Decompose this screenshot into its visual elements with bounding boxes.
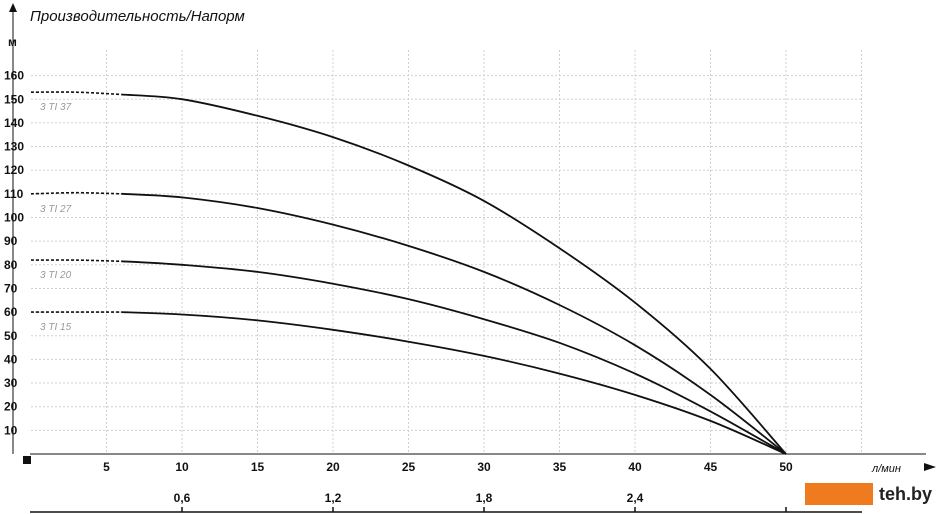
series-curve — [121, 311, 787, 455]
series-curve — [121, 93, 787, 455]
y-tick-label: 10 — [4, 423, 18, 437]
series-label: 3 TI 20 — [40, 270, 72, 281]
y-tick-label: 40 — [4, 352, 18, 366]
series-labels: 3 TI 37 3 TI 27 3 TI 20 3 TI 15 — [40, 102, 72, 333]
y-tick-label: 70 — [4, 281, 18, 295]
tick-labels: 10 20 30 40 50 60 70 80 90 100 110 120 130 140 150 160 5… — [4, 69, 793, 512]
grid — [31, 50, 862, 454]
series-label: 3 TI 37 — [40, 102, 72, 113]
secondary-x-tick-label: 0,6 — [174, 491, 191, 505]
y-tick-label: 160 — [4, 69, 24, 83]
y-tick-label: 110 — [4, 187, 24, 201]
secondary-x-tick-label: 1,8 — [476, 491, 493, 505]
y-tick-label: 120 — [4, 163, 24, 177]
y-axis-unit: м — [8, 35, 17, 49]
series-curve — [121, 192, 787, 455]
y-tick-label: 30 — [4, 376, 18, 390]
series-curve-dashed — [30, 259, 122, 263]
y-tick-label: 130 — [4, 140, 24, 154]
series-curve-dashed — [30, 191, 122, 195]
y-tick-label: 20 — [4, 400, 18, 414]
series-curve — [121, 260, 787, 455]
x-tick-label: 10 — [175, 460, 189, 474]
y-tick-label: 50 — [4, 329, 18, 343]
x-tick-label: 25 — [402, 460, 416, 474]
logo-text: teh.by — [872, 481, 940, 507]
x-tick-label: 20 — [326, 460, 340, 474]
x-tick-label: 40 — [628, 460, 642, 474]
origin-marker — [23, 456, 31, 464]
y-tick-label: 140 — [4, 116, 24, 130]
y-tick-label: 90 — [4, 234, 18, 248]
site-logo: teh.by — [804, 481, 940, 507]
y-tick-label: 60 — [4, 305, 18, 319]
y-tick-label: 80 — [4, 258, 18, 272]
x-tick-label: 15 — [251, 460, 265, 474]
x-tick-label: 35 — [553, 460, 567, 474]
secondary-x-tick-label: 2,4 — [627, 491, 644, 505]
series-label: 3 TI 15 — [40, 322, 72, 333]
series-curve-dashed — [30, 91, 122, 96]
x-tick-label: 30 — [477, 460, 491, 474]
secondary-x-tick-label: 1,2 — [325, 491, 342, 505]
x-tick-label: 45 — [704, 460, 718, 474]
x-tick-label: 50 — [779, 460, 793, 474]
series-label: 3 TI 27 — [40, 204, 72, 215]
x-tick-label: 5 — [103, 460, 110, 474]
x-axis-unit: л/мин — [871, 463, 901, 475]
axes — [9, 3, 936, 513]
chart-title: Производительность/Напорм — [30, 8, 245, 25]
y-tick-label: 100 — [4, 211, 24, 225]
y-tick-label: 150 — [4, 92, 24, 106]
series-curves — [30, 91, 787, 455]
x-axis-arrow — [924, 463, 936, 471]
logo-stripe — [804, 483, 873, 505]
y-axis-arrow — [9, 3, 17, 12]
